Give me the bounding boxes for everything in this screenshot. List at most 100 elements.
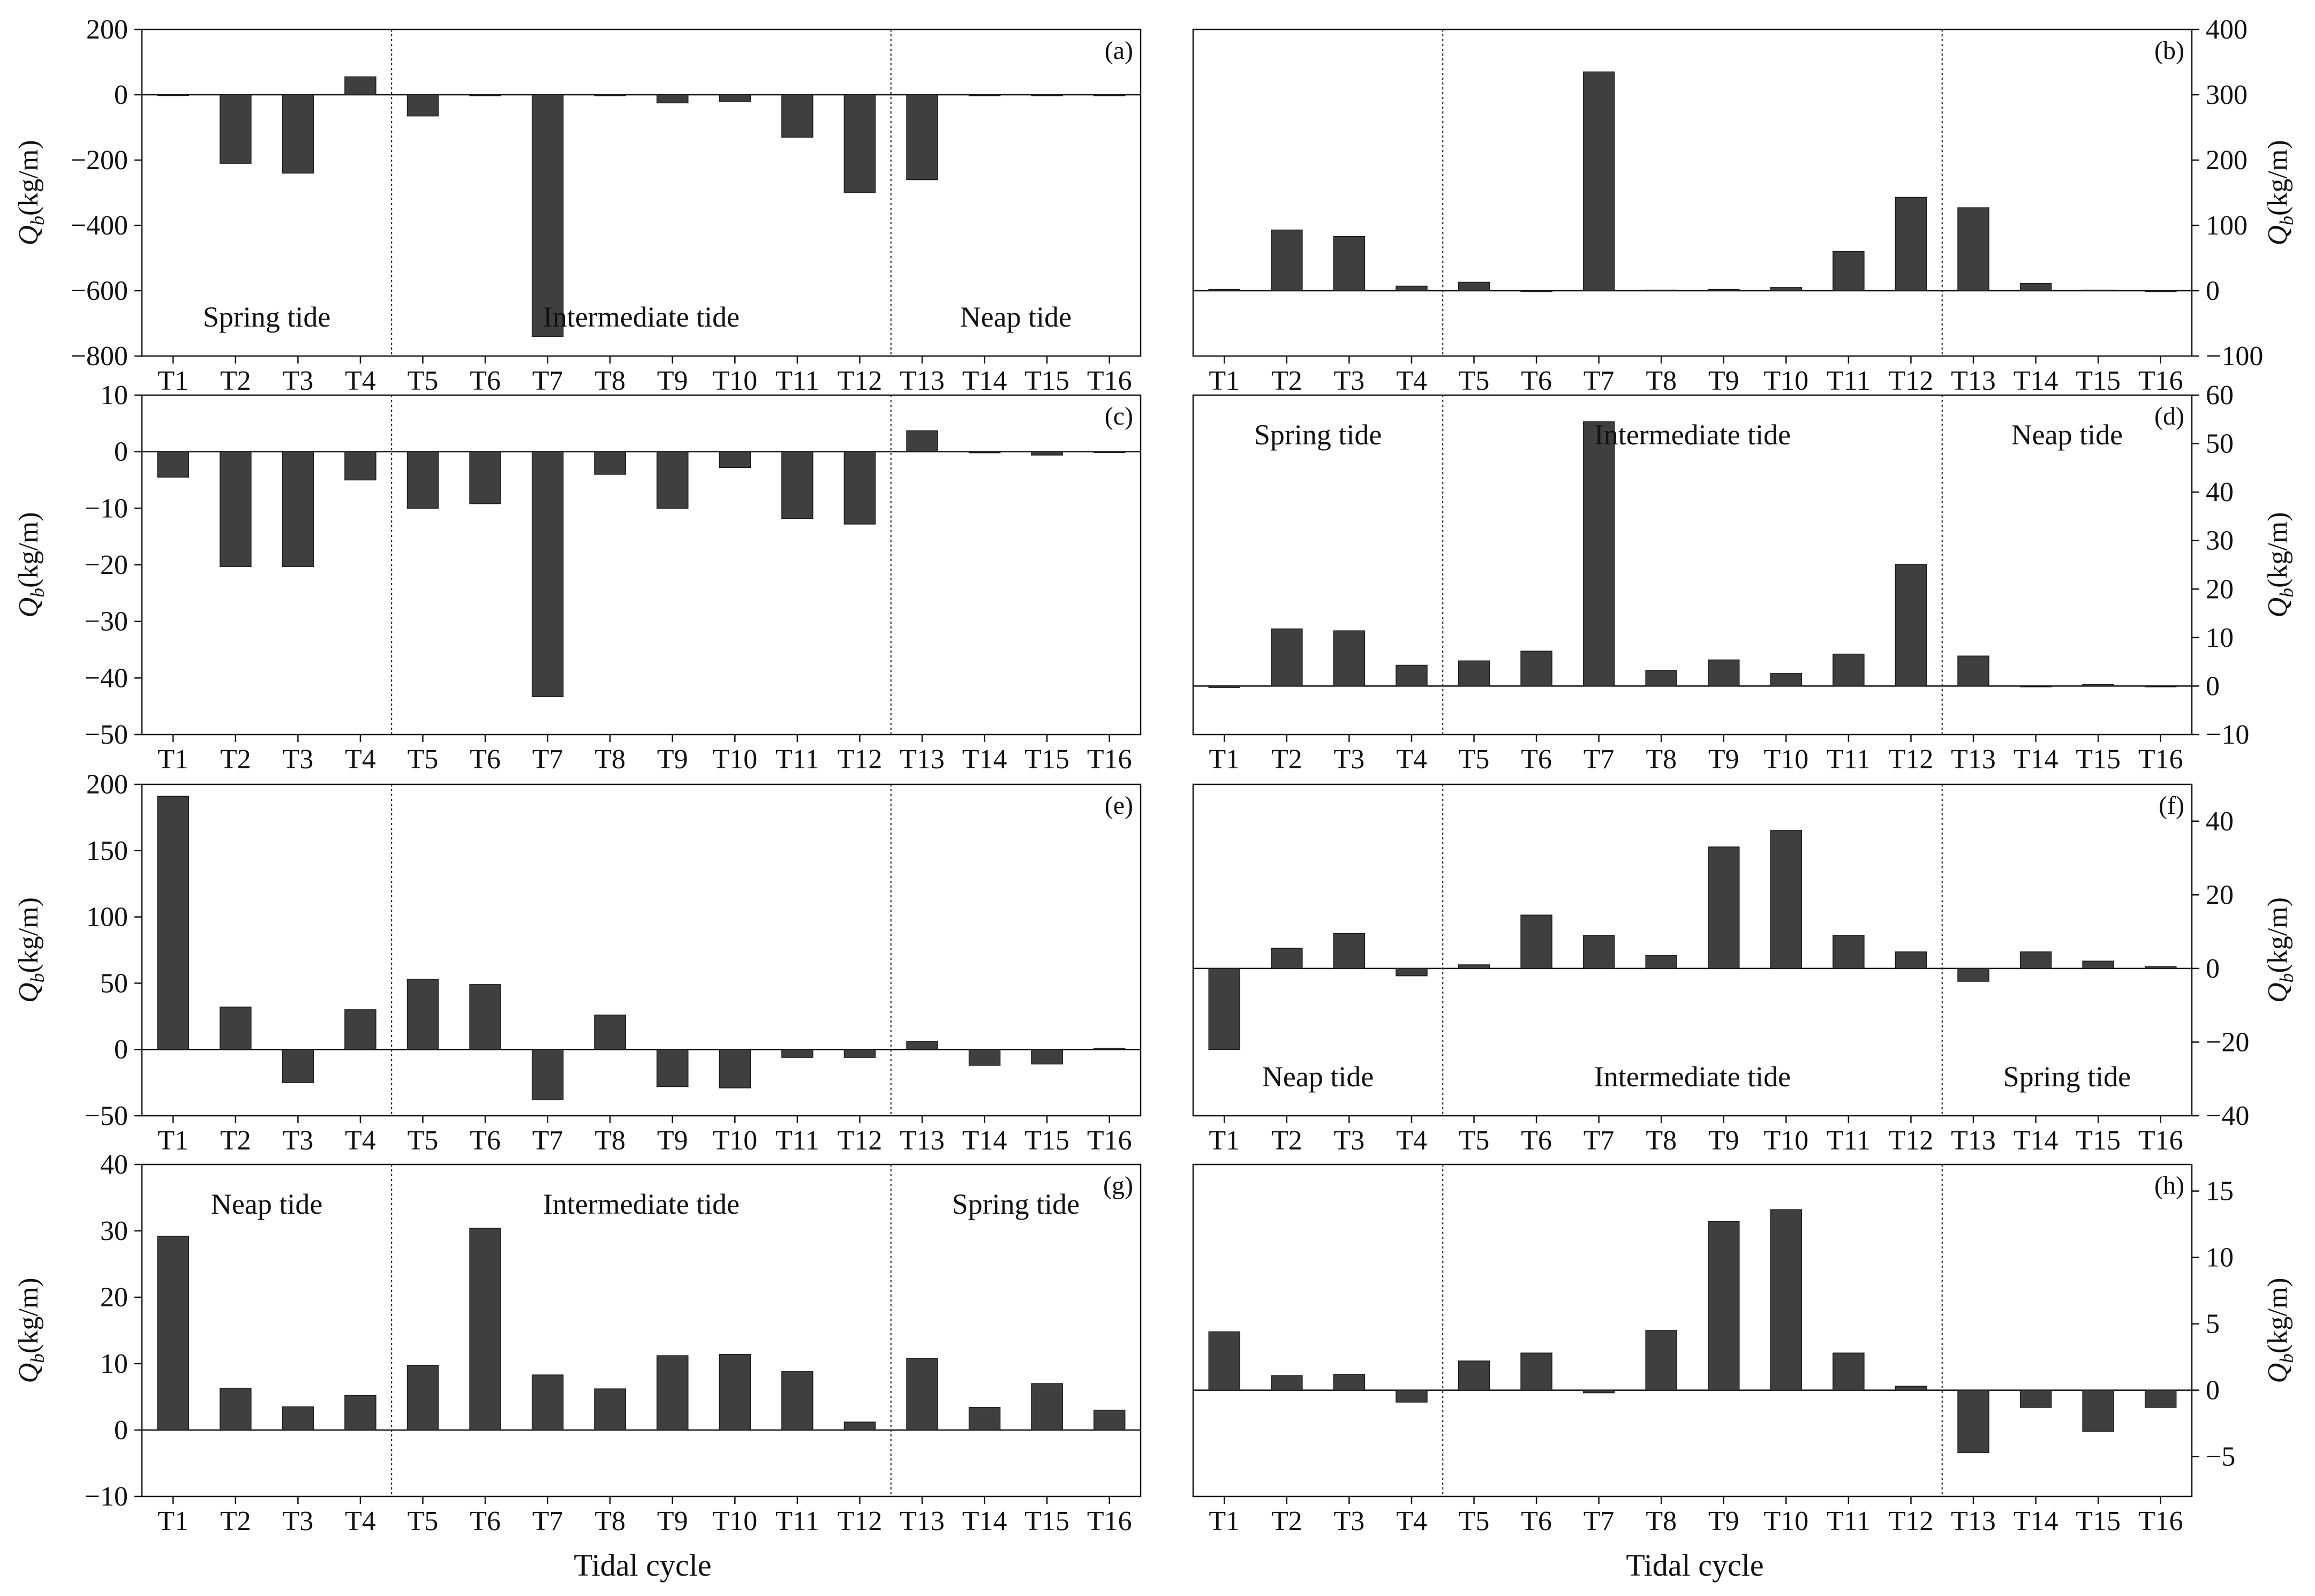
x-tick-label: T12 — [1889, 1506, 1934, 1537]
bar-t15 — [2082, 684, 2114, 687]
bar-t7 — [1582, 1389, 1615, 1394]
x-tick-label: T16 — [1087, 1125, 1132, 1156]
y-axis-title: Qb(kg/m) — [13, 1277, 48, 1383]
bar-t4 — [1396, 664, 1428, 687]
x-tick-label: T9 — [1708, 1125, 1739, 1156]
x-tick-label: T3 — [1334, 1506, 1365, 1537]
bar-t11 — [1833, 1352, 1865, 1391]
bar-t1 — [1208, 289, 1241, 291]
bar-t10 — [719, 94, 751, 102]
bar-t4 — [344, 1009, 376, 1050]
x-tick-label: T12 — [838, 1125, 883, 1156]
bar-t5 — [1458, 964, 1490, 969]
y-tick-label: 300 — [2206, 80, 2248, 110]
bar-t3 — [1333, 236, 1366, 291]
bar-t6 — [469, 1228, 501, 1431]
bar-t1 — [157, 1236, 190, 1431]
bar-t3 — [282, 1049, 314, 1083]
bar-t8 — [594, 94, 626, 96]
panel-label: (a) — [1105, 36, 1133, 65]
x-tick-label: T10 — [1763, 366, 1808, 396]
bar-t14 — [2019, 283, 2052, 291]
bar-t8 — [1645, 290, 1677, 292]
y-axis-title: Qb(kg/m) — [13, 897, 48, 1003]
x-tick-label: T9 — [657, 366, 688, 396]
panel-frame — [1192, 394, 2193, 736]
panel-frame — [141, 28, 1142, 357]
x-tick-label: T15 — [2076, 1506, 2121, 1537]
y-tick-label: −50 — [85, 1101, 128, 1131]
bar-t15 — [2082, 290, 2114, 292]
x-tick-label: T11 — [1827, 1506, 1871, 1537]
bar-t5 — [1458, 282, 1490, 291]
tide-phase-label: Intermediate tide — [1594, 1061, 1791, 1093]
bar-t4 — [344, 451, 376, 481]
panel-label: (h) — [2154, 1171, 2184, 1200]
bar-t8 — [594, 451, 626, 475]
x-tick-label: T1 — [157, 1506, 188, 1537]
x-tick-label: T13 — [900, 1125, 945, 1156]
x-tick-label: T15 — [1024, 1125, 1069, 1156]
x-tick-label: T7 — [532, 366, 563, 396]
bar-t5 — [1458, 660, 1490, 687]
x-tick-label: T12 — [1889, 1125, 1934, 1156]
x-tick-label: T5 — [1459, 744, 1490, 775]
y-tick-label: 20 — [100, 1282, 128, 1313]
bar-t16 — [1093, 1410, 1126, 1431]
y-axis-subscript: b — [27, 588, 48, 597]
y-axis-unit: (kg/m) — [13, 897, 44, 973]
x-tick-label: T14 — [962, 1506, 1007, 1537]
bar-t8 — [594, 1015, 626, 1050]
bar-t3 — [1333, 933, 1366, 969]
y-axis-title: Qb(kg/m) — [13, 140, 48, 245]
x-tick-label: T14 — [962, 744, 1007, 775]
bar-t15 — [2082, 960, 2114, 969]
bar-t9 — [657, 94, 689, 103]
x-tick-label: T8 — [1646, 1506, 1677, 1537]
bar-t10 — [719, 1049, 751, 1088]
y-axis-subscript: b — [2276, 973, 2297, 982]
x-tick-label: T2 — [1271, 366, 1302, 396]
x-tick-label: T7 — [1583, 1125, 1615, 1156]
x-tick-label: T8 — [594, 744, 625, 775]
x-tick-label: T16 — [1087, 366, 1132, 396]
bar-t14 — [2019, 951, 2052, 969]
x-tick-label: T2 — [220, 744, 251, 775]
y-axis-unit: (kg/m) — [13, 140, 44, 216]
y-tick-label: 40 — [100, 1149, 128, 1180]
y-tick-label: −20 — [85, 550, 128, 580]
bar-t9 — [657, 1049, 689, 1087]
panel-frame — [141, 783, 1142, 1117]
y-axis-unit: (kg/m) — [2263, 140, 2293, 216]
bar-t7 — [1582, 935, 1615, 969]
bar-t2 — [220, 1388, 252, 1431]
tide-phase-label: Neap tide — [960, 301, 1072, 333]
bar-t11 — [781, 94, 813, 138]
y-tick-label: −10 — [85, 493, 128, 524]
bar-t16 — [2144, 966, 2177, 969]
tide-phase-label: Spring tide — [952, 1188, 1080, 1220]
y-tick-label: 30 — [100, 1216, 128, 1246]
x-tick-label: T1 — [157, 366, 188, 396]
bar-t13 — [906, 1041, 938, 1050]
bar-t13 — [1957, 968, 1989, 982]
bar-t10 — [719, 451, 751, 468]
bar-t11 — [1833, 935, 1865, 969]
bar-t15 — [1031, 451, 1063, 456]
y-tick-label: 200 — [86, 769, 128, 800]
x-tick-label: T9 — [657, 1506, 688, 1537]
x-tick-label: T8 — [1646, 744, 1677, 775]
panel-frame — [1192, 1163, 2193, 1497]
x-tick-label: T9 — [1708, 366, 1739, 396]
bar-t3 — [282, 451, 314, 567]
bar-t7 — [1582, 421, 1615, 687]
x-tick-label: T4 — [1396, 744, 1427, 775]
y-axis-symbol: Q — [2263, 225, 2293, 246]
x-tick-label: T2 — [220, 1125, 251, 1156]
x-tick-label: T6 — [1521, 1125, 1552, 1156]
y-axis-subscript: b — [2276, 1353, 2297, 1363]
chart-panel-h: T1 T2 T3 T4 T5 T6 T7 T8 T9 T10 T11 T12 T13 T14 T15 T16 −… — [1192, 1163, 2297, 1537]
x-tick-label: T11 — [775, 366, 819, 396]
bar-t13 — [906, 1358, 938, 1431]
